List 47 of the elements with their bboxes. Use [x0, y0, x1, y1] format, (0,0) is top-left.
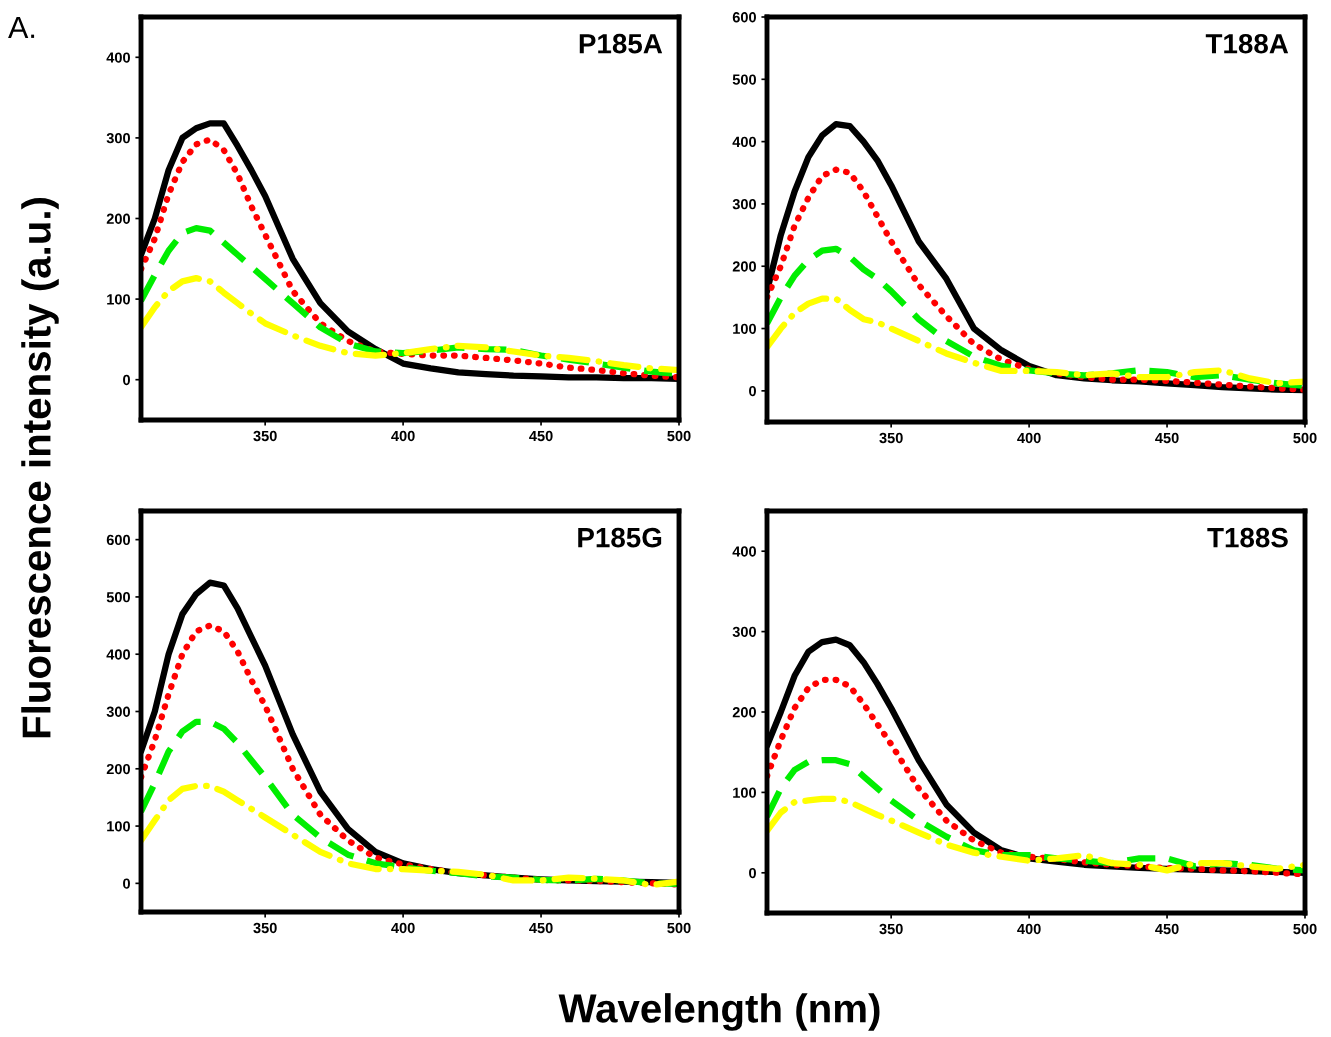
y-tick-label: 200: [106, 763, 130, 775]
chart-title: P185G: [578, 527, 662, 548]
y-tick-label: 100: [107, 294, 130, 305]
x-tick-label: 450: [1155, 923, 1179, 935]
x-tick-label: 400: [1017, 432, 1041, 444]
x-tick-label: 400: [391, 430, 415, 442]
y-tick-label: 300: [732, 199, 756, 210]
text: Fluorescence intensity (a.u.): [21, 198, 59, 738]
x-tick-label: 350: [253, 430, 277, 442]
y-tick-label: 300: [732, 626, 756, 638]
y-tick-label: 0: [749, 385, 756, 397]
y-tick-label: 300: [106, 706, 130, 717]
y-tick-label: 500: [106, 592, 130, 603]
y-tick-label: 100: [733, 323, 756, 334]
x-tick-label: 500: [1293, 923, 1317, 935]
chart-title: T188A: [1205, 33, 1289, 54]
y-tick-label: 200: [106, 213, 130, 224]
y-tick-label: 600: [732, 12, 756, 23]
x-tick-label: 350: [253, 922, 277, 934]
x-tick-label: 350: [879, 432, 903, 444]
y-tick-label: 200: [732, 261, 756, 272]
x-tick-label: 400: [1017, 923, 1041, 935]
x-tick-label: 450: [529, 430, 553, 442]
y-tick-label: 200: [732, 707, 756, 718]
y-tick-label: 300: [106, 133, 130, 144]
chart-title: P185A: [579, 33, 663, 54]
text: Wavelength (nm): [558, 993, 880, 1031]
y-tick-label: 100: [107, 821, 130, 832]
chart-title: T188S: [1207, 527, 1288, 548]
y-tick-label: 500: [732, 74, 756, 85]
x-tick-label: 400: [391, 922, 415, 934]
x-tick-label: 450: [529, 922, 553, 934]
y-tick-label: 400: [106, 649, 130, 660]
y-tick-label: 600: [106, 534, 130, 546]
y-tick-label: 400: [732, 136, 756, 148]
y-tick-label: 400: [732, 546, 756, 557]
y-tick-label: 0: [123, 878, 130, 889]
x-tick-label: 450: [1155, 432, 1179, 444]
y-tick-label: 100: [733, 787, 756, 798]
x-tick-label: 500: [667, 430, 691, 442]
text: A.: [8, 16, 35, 38]
x-tick-label: 500: [667, 922, 691, 934]
x-tick-label: 500: [1293, 432, 1317, 444]
y-tick-label: 400: [106, 52, 130, 63]
x-tick-label: 350: [879, 923, 903, 935]
y-tick-label: 0: [123, 374, 130, 386]
y-tick-label: 0: [749, 867, 756, 879]
